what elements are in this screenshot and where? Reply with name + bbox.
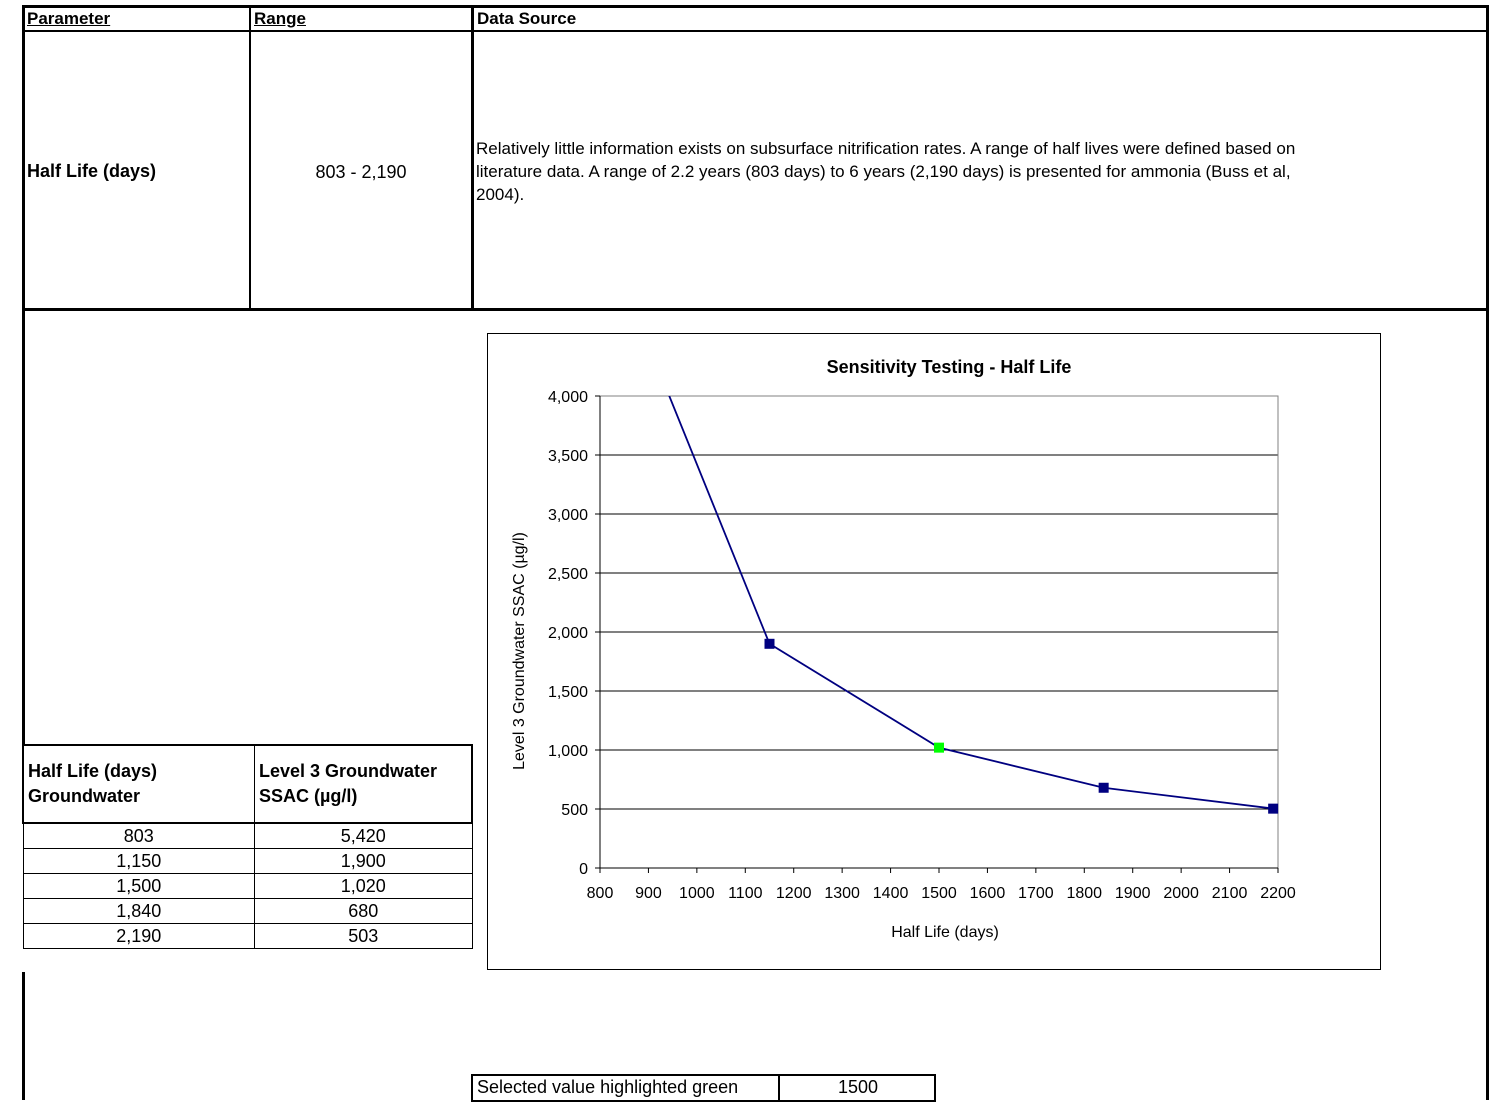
x-tick-label: 2200 — [1260, 885, 1296, 902]
left-border-mid — [22, 310, 25, 745]
header-parameter: Parameter — [27, 9, 111, 28]
sensitivity-table: Half Life (days) Groundwater Level 3 Gro… — [22, 744, 473, 949]
parameter-cell: Half Life (days) — [27, 161, 157, 181]
half-life-value: 2,190 — [22, 923, 255, 949]
y-tick-label: 1,500 — [548, 684, 588, 701]
y-tick-label: 1,000 — [548, 743, 588, 760]
x-tick-label: 1000 — [679, 885, 715, 902]
x-tick-label: 1600 — [970, 885, 1006, 902]
sensitivity-header-ssac: Level 3 Groundwater SSAC (µg/l) — [254, 744, 473, 824]
data-point — [1098, 782, 1109, 793]
x-tick-label: 2000 — [1163, 885, 1199, 902]
y-tick-label: 2,500 — [548, 566, 588, 583]
half-life-value: 1,150 — [22, 848, 255, 874]
col-divider-1 — [249, 5, 251, 310]
sensitivity-header-ssac-line-1: Level 3 Groundwater — [259, 761, 438, 781]
x-tick-label: 1500 — [921, 885, 957, 902]
range-cell: 803 - 2,190 — [315, 162, 407, 182]
chart-gridlines — [600, 395, 1278, 810]
ssac-value: 1,900 — [254, 848, 473, 874]
header-bottom-line — [22, 30, 1488, 32]
left-border-lower — [22, 972, 25, 1100]
y-tick-label: 2,000 — [548, 625, 588, 642]
x-tick-label: 1400 — [873, 885, 909, 902]
x-tick-label: 1800 — [1066, 885, 1102, 902]
x-tick-label: 1700 — [1018, 885, 1054, 902]
selected-value: 1500 — [837, 1077, 879, 1097]
y-tick-label: 4,000 — [548, 389, 588, 406]
half-life-value: 803 — [22, 822, 255, 849]
x-tick-label: 1200 — [776, 885, 812, 902]
table-row: 1,840 680 — [22, 898, 473, 924]
table-row: 1,500 1,020 — [22, 873, 473, 899]
header-range: Range — [254, 9, 306, 28]
series-line — [668, 396, 1274, 810]
top-border — [22, 5, 1488, 8]
selected-value-divider — [778, 1074, 780, 1100]
ssac-value: 1,020 — [254, 873, 473, 899]
table-row: 2,190 503 — [22, 923, 473, 949]
ssac-value: 503 — [254, 923, 473, 949]
data-source-line-1: Relatively little information exists on … — [476, 139, 1296, 158]
x-tick-label: 900 — [635, 885, 662, 902]
data-point — [764, 638, 775, 649]
x-tick-label: 1100 — [728, 885, 763, 902]
y-tick-label: 0 — [579, 861, 588, 878]
chart-markers — [764, 638, 1279, 814]
sensitivity-header-ssac-line-2: SSAC (µg/l) — [259, 786, 358, 806]
ssac-value: 5,420 — [254, 822, 473, 849]
chart-title: Sensitivity Testing - Half Life — [827, 357, 1072, 377]
sensitivity-header-half-life: Half Life (days) Groundwater — [22, 744, 255, 824]
chart-frame — [487, 333, 1381, 970]
chart-series — [668, 396, 1274, 810]
x-tick-label: 1300 — [824, 885, 860, 902]
half-life-value: 1,840 — [22, 898, 255, 924]
x-tick-label: 1900 — [1115, 885, 1151, 902]
table-row: 1,150 1,900 — [22, 848, 473, 874]
right-border — [1486, 5, 1489, 1100]
col-divider-2 — [471, 5, 474, 310]
y-tick-label: 3,000 — [548, 507, 588, 524]
selected-value-label: Selected value highlighted green — [477, 1077, 739, 1097]
sensitivity-header-row: Half Life (days) Groundwater Level 3 Gro… — [22, 744, 473, 824]
data-point — [1268, 803, 1279, 814]
data-source-line-2: literature data. A range of 2.2 years (8… — [476, 162, 1291, 181]
y-axis-label: Level 3 Groundwater SSAC (µg/l) — [511, 532, 528, 770]
x-axis-label: Half Life (days) — [891, 924, 999, 941]
data-source-cell: Relatively little information exists on … — [476, 137, 1481, 206]
sensitivity-header-half-life-line-1: Half Life (days) — [28, 761, 158, 781]
x-tick-label: 800 — [587, 885, 614, 902]
ssac-value: 680 — [254, 898, 473, 924]
row-bottom-line — [22, 308, 1488, 311]
chart-axes: 0 500 1,000 1,500 2,000 2,500 3,000 3,500 4,000 8… — [548, 389, 1296, 902]
y-tick-label: 3,500 — [548, 448, 588, 465]
sensitivity-chart: Sensitivity Testing - Half Life 0 500 1,00… — [511, 357, 1296, 941]
y-tick-label: 500 — [561, 802, 588, 819]
data-source-line-3: 2004). — [476, 185, 525, 204]
left-border — [22, 5, 25, 310]
half-life-value: 1,500 — [22, 873, 255, 899]
header-data-source: Data Source — [477, 9, 577, 28]
table-row: 803 5,420 — [22, 822, 473, 849]
highlighted-data-point — [934, 742, 944, 753]
sensitivity-header-half-life-line-2: Groundwater — [28, 786, 141, 806]
x-tick-label: 2100 — [1212, 885, 1248, 902]
